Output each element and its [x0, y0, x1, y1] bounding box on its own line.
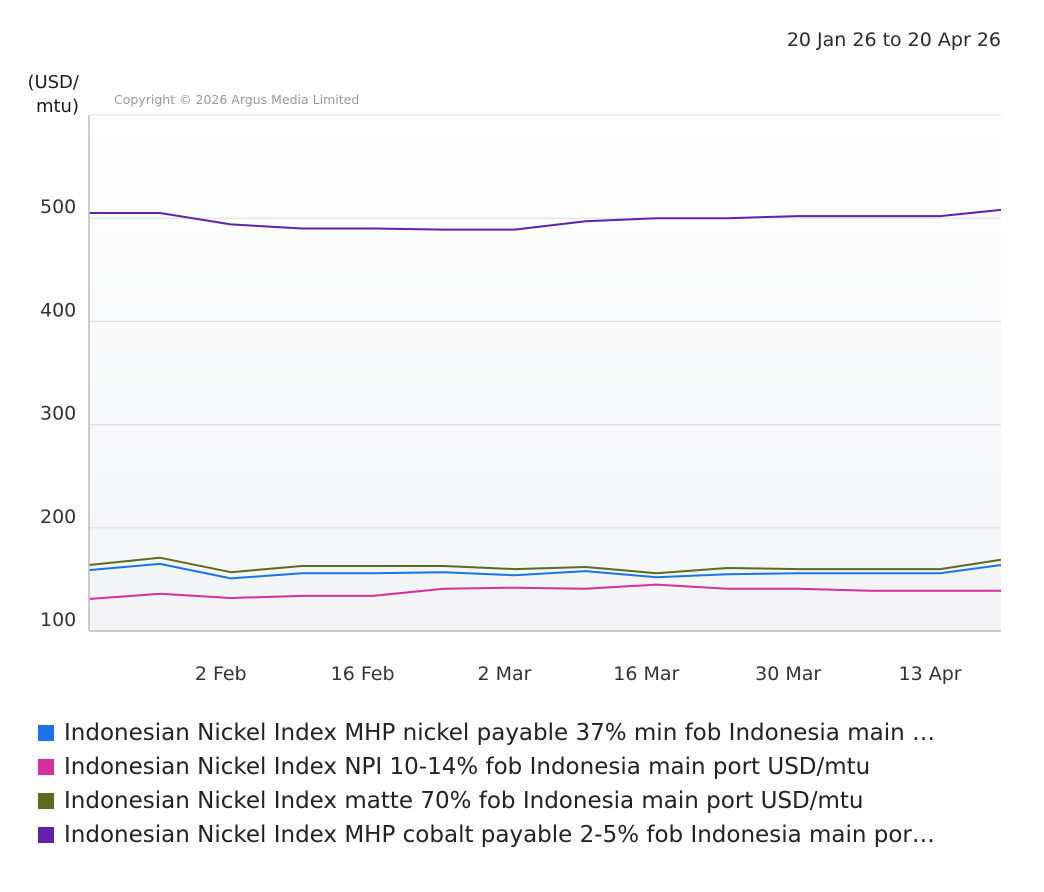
- series-line-0: [88, 562, 1002, 580]
- legend-swatch: [38, 793, 54, 809]
- x-tick-label: 30 Mar: [755, 663, 821, 685]
- x-tick-label: 2 Feb: [195, 663, 247, 685]
- legend-label: Indonesian Nickel Index matte 70% fob In…: [64, 788, 864, 814]
- legend-label: Indonesian Nickel Index MHP nickel payab…: [64, 720, 935, 746]
- legend-swatch: [38, 759, 54, 775]
- x-tick-label: 16 Feb: [331, 663, 395, 685]
- y-tick-label: 300: [40, 403, 76, 425]
- plot-area: [89, 115, 1001, 631]
- chart: 20 Jan 26 to 20 Apr 26 (USD/ mtu) Copyri…: [27, 29, 1002, 685]
- series-lines: [88, 208, 1002, 600]
- y-tick-labels: 100 200 300 400 500: [40, 196, 76, 631]
- date-range: 20 Jan 26 to 20 Apr 26: [787, 29, 1001, 51]
- legend-swatch: [38, 827, 54, 843]
- legend-item[interactable]: Indonesian Nickel Index NPI 10-14% fob I…: [38, 750, 1018, 784]
- legend-item[interactable]: Indonesian Nickel Index MHP cobalt payab…: [38, 818, 1018, 852]
- x-tick-labels: 2 Feb 16 Feb 2 Mar 16 Mar 30 Mar 13 Apr: [195, 663, 962, 685]
- x-tick-label: 13 Apr: [899, 663, 962, 685]
- y-tick-label: 500: [40, 196, 76, 218]
- y-tick-label: 100: [40, 609, 76, 631]
- legend-label: Indonesian Nickel Index NPI 10-14% fob I…: [64, 754, 871, 780]
- series-line-3: [89, 208, 1002, 231]
- legend-item[interactable]: Indonesian Nickel Index matte 70% fob In…: [38, 784, 1018, 818]
- y-tick-label: 200: [40, 506, 76, 528]
- series-line-2: [88, 556, 1002, 575]
- grid: [89, 217, 1001, 529]
- legend: Indonesian Nickel Index MHP nickel payab…: [38, 716, 1018, 852]
- legend-label: Indonesian Nickel Index MHP cobalt payab…: [64, 822, 935, 848]
- x-tick-label: 2 Mar: [477, 663, 531, 685]
- y-tick-label: 400: [40, 299, 76, 321]
- series-line-1: [88, 583, 1001, 600]
- y-axis-unit-line1: (USD/: [27, 72, 79, 93]
- y-axis-unit-line2: mtu): [36, 96, 79, 117]
- x-tick-label: 16 Mar: [613, 663, 679, 685]
- copyright-notice: Copyright © 2026 Argus Media Limited: [114, 92, 359, 107]
- legend-item[interactable]: Indonesian Nickel Index MHP nickel payab…: [38, 716, 1018, 750]
- legend-swatch: [38, 725, 54, 741]
